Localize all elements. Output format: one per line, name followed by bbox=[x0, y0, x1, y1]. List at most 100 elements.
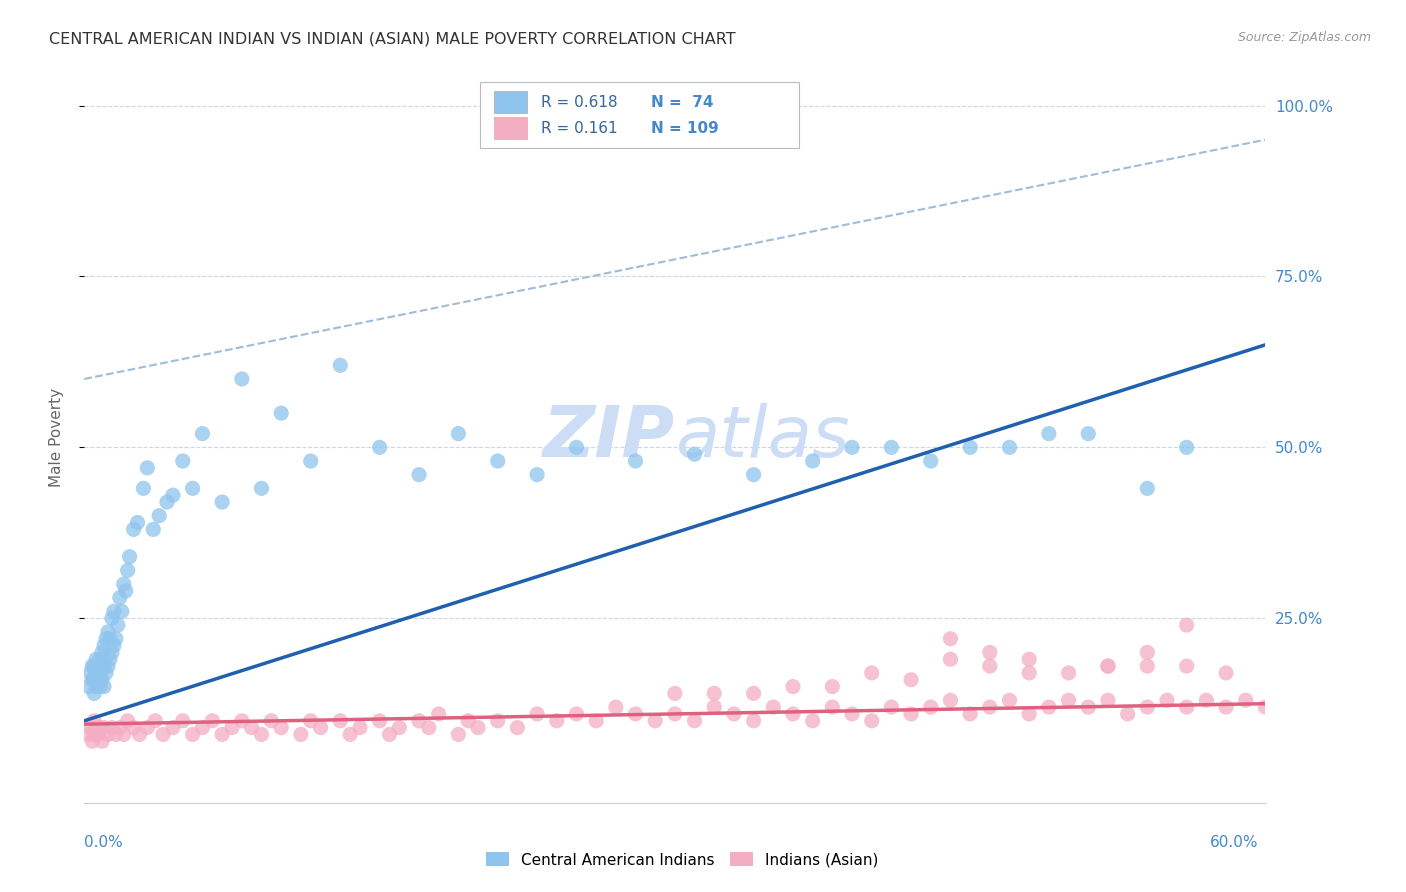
Point bbox=[143, 714, 166, 728]
Point bbox=[89, 652, 111, 666]
Point bbox=[624, 706, 647, 721]
Point bbox=[82, 659, 104, 673]
Point bbox=[127, 516, 149, 530]
Point bbox=[162, 721, 184, 735]
Point bbox=[211, 495, 233, 509]
Point bbox=[93, 639, 115, 653]
Point bbox=[408, 467, 430, 482]
Point bbox=[111, 604, 134, 618]
Point bbox=[979, 645, 1001, 659]
Point bbox=[683, 714, 706, 728]
Point bbox=[162, 488, 184, 502]
Point bbox=[782, 706, 804, 721]
Point bbox=[900, 673, 922, 687]
Point bbox=[107, 618, 129, 632]
Point bbox=[939, 632, 962, 646]
Point bbox=[84, 665, 107, 680]
Point bbox=[1097, 693, 1119, 707]
Point bbox=[181, 481, 204, 495]
Point bbox=[1175, 700, 1198, 714]
Point bbox=[860, 665, 883, 680]
Point bbox=[260, 714, 283, 728]
Point bbox=[136, 460, 159, 475]
Point bbox=[94, 632, 117, 646]
Point bbox=[108, 591, 131, 605]
Point bbox=[959, 440, 981, 454]
Point bbox=[112, 727, 135, 741]
Point bbox=[1097, 659, 1119, 673]
Point bbox=[329, 714, 352, 728]
Point bbox=[104, 632, 127, 646]
Point bbox=[418, 721, 440, 735]
Point bbox=[1215, 665, 1237, 680]
Point bbox=[447, 727, 470, 741]
Point bbox=[83, 727, 105, 741]
Point bbox=[97, 659, 120, 673]
Point bbox=[1175, 659, 1198, 673]
Point bbox=[368, 440, 391, 454]
Point bbox=[152, 727, 174, 741]
Point bbox=[84, 721, 107, 735]
Point bbox=[742, 467, 765, 482]
Point bbox=[1195, 693, 1218, 707]
Point bbox=[250, 727, 273, 741]
Bar bbox=[494, 118, 527, 139]
Point bbox=[664, 686, 686, 700]
Point bbox=[742, 686, 765, 700]
Point bbox=[703, 686, 725, 700]
Point bbox=[979, 700, 1001, 714]
Point bbox=[821, 700, 844, 714]
Point bbox=[103, 604, 125, 618]
Point bbox=[1077, 426, 1099, 441]
Point bbox=[801, 454, 824, 468]
Point bbox=[782, 680, 804, 694]
Point bbox=[84, 680, 107, 694]
Point bbox=[91, 673, 114, 687]
Point bbox=[329, 359, 352, 373]
Point bbox=[880, 700, 903, 714]
Point bbox=[87, 727, 110, 741]
Point bbox=[1018, 665, 1040, 680]
Point bbox=[309, 721, 332, 735]
Point bbox=[101, 645, 124, 659]
Point bbox=[939, 652, 962, 666]
Point bbox=[97, 624, 120, 639]
Point bbox=[742, 714, 765, 728]
Point bbox=[821, 680, 844, 694]
Point bbox=[270, 406, 292, 420]
Point bbox=[841, 440, 863, 454]
Point bbox=[1038, 700, 1060, 714]
Point bbox=[83, 673, 105, 687]
Point bbox=[605, 700, 627, 714]
Point bbox=[231, 372, 253, 386]
Point bbox=[112, 577, 135, 591]
Point bbox=[998, 440, 1021, 454]
Point bbox=[211, 727, 233, 741]
Point bbox=[1057, 665, 1080, 680]
Point bbox=[1116, 706, 1139, 721]
Point bbox=[1136, 700, 1159, 714]
Point bbox=[998, 693, 1021, 707]
Point bbox=[939, 693, 962, 707]
Point bbox=[565, 440, 588, 454]
Point bbox=[104, 727, 127, 741]
Point bbox=[91, 734, 114, 748]
Point bbox=[841, 706, 863, 721]
Point bbox=[703, 700, 725, 714]
Point bbox=[101, 611, 124, 625]
Point bbox=[136, 721, 159, 735]
Point bbox=[486, 714, 509, 728]
Point bbox=[97, 727, 120, 741]
Y-axis label: Male Poverty: Male Poverty bbox=[49, 387, 63, 487]
Point bbox=[801, 714, 824, 728]
Point bbox=[860, 714, 883, 728]
Point bbox=[142, 522, 165, 536]
Point bbox=[101, 721, 124, 735]
Point bbox=[94, 665, 117, 680]
Point bbox=[1018, 652, 1040, 666]
Point bbox=[98, 632, 121, 646]
Point bbox=[1136, 645, 1159, 659]
Point bbox=[299, 714, 322, 728]
Point bbox=[128, 727, 150, 741]
Point bbox=[118, 549, 141, 564]
